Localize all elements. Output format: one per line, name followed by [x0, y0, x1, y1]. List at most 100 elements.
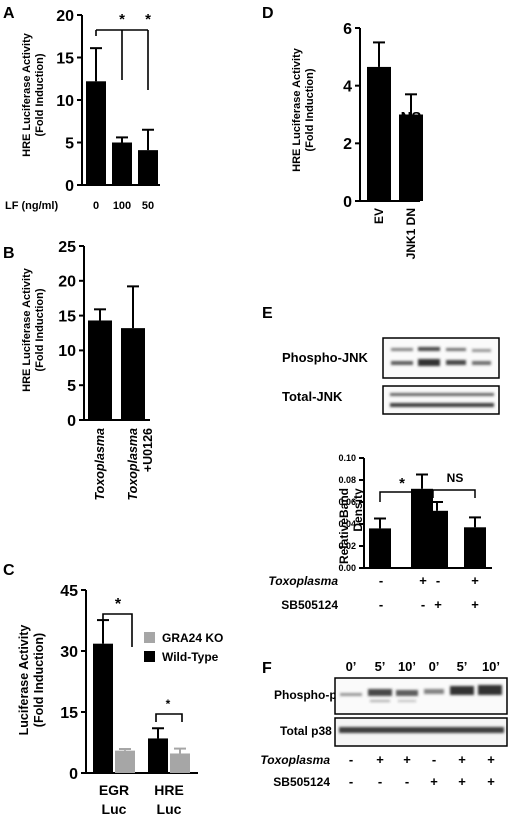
blot-bands-f — [339, 685, 504, 733]
panel-b-y-tick-label: 15 — [58, 308, 76, 325]
panel-a-y-tick-label: 0 — [65, 178, 74, 195]
blot-bands-e — [390, 347, 494, 407]
panel-b-y-tick-label: 25 — [58, 239, 76, 256]
panel-a-x-tick-label: 50 — [142, 200, 154, 212]
panel-a-xlabel: LF (ng/ml) — [5, 200, 58, 212]
panel-e-sig-ns: NS — [447, 471, 464, 485]
panel-a-y-tick-label: 20 — [56, 8, 74, 25]
blot-phospho-p38 — [334, 677, 508, 715]
panel-d-ylabel-2: (Fold Induction) — [304, 68, 316, 151]
panel-c-x-tick-label: Luc — [102, 801, 127, 817]
panel-e-y-tick-label: 0.06 — [338, 497, 356, 507]
panel-f-condition-mark: + — [376, 752, 384, 767]
panel-e-condition-marks: - + - +- - + + — [379, 573, 479, 612]
panel-a-sig-2: * — [145, 11, 151, 28]
legend-swatch-wild-type — [144, 651, 155, 662]
panel-a: A 0 5 10 15 20 0 100 50 HRE Luciferase Activity… — [3, 5, 160, 212]
panel-d-y-tick-label: 0 — [343, 194, 352, 211]
panel-b-ylabel-2: (Fold Induction) — [34, 288, 46, 371]
panel-e-y-tick-label: 0.00 — [338, 563, 356, 573]
panel-f-condition-mark: + — [403, 752, 411, 767]
panel-d-y-tick-label: 4 — [343, 78, 352, 95]
panel-d-x-tick-label: EV — [372, 208, 386, 224]
panel-f: F 0’ 5’ 10’ 0’ 5’ 10’ Phospho-p38 Total p38 T… — [260, 659, 508, 789]
panel-label-d: D — [262, 5, 274, 22]
panel-b-x-tick-label: Toxoplasma — [93, 428, 107, 501]
panel-e-sig-brackets — [379, 489, 476, 502]
panel-e-cond-label-1: Toxoplasma — [268, 574, 338, 588]
panel-e-ylabel-1: Relative — [337, 518, 351, 564]
panel-a-y-tick-label: 10 — [56, 93, 74, 110]
panel-c-x-tick-label: EGR — [99, 782, 129, 798]
panel-f-time-label: 10’ — [482, 659, 500, 674]
panel-label-c: C — [3, 562, 15, 579]
panel-a-bar — [86, 81, 106, 185]
panel-e-sig-1: * — [399, 475, 405, 492]
panel-f-cond-label-2: SB505124 — [273, 775, 330, 789]
panel-d-bar — [367, 66, 391, 201]
panel-c-chart: 0 15 30 45 EGR Luc HRE Luc — [60, 583, 198, 817]
blot-label-phospho-jnk: Phospho-JNK — [282, 350, 369, 365]
panel-c: C 0 15 30 45 EGR Luc HRE Luc Luciferase Activit… — [3, 562, 223, 817]
panel-d: D 0 2 4 6 EV JNK1 DN NS HRE Luciferase Activit… — [262, 5, 423, 259]
panel-d-sig: NS — [401, 109, 422, 126]
panel-e: E Phospho-JNK Total-JNK 0.00 0.02 0.04 0.06… — [262, 305, 500, 612]
panel-c-y-tick-label: 0 — [69, 766, 78, 783]
panel-f-cond-label-1: Toxoplasma — [260, 753, 330, 767]
panel-f-condition-mark: + — [458, 752, 466, 767]
panel-c-bar — [170, 753, 190, 773]
panel-e-y-tick-label: 0.08 — [338, 475, 356, 485]
panel-e-y-tick-label: 0.04 — [338, 519, 356, 529]
panel-f-condition-mark: - — [349, 774, 353, 789]
panel-c-sig-brackets — [102, 613, 183, 722]
panel-c-ylabel-2: (Fold Induction) — [32, 633, 46, 727]
panel-a-chart: 0 5 10 15 20 0 100 50 — [56, 8, 160, 212]
panel-f-time-label: 10’ — [398, 659, 416, 674]
panel-f-condition-mark: - — [349, 752, 353, 767]
blot-total-jnk — [382, 385, 500, 415]
panel-f-condition-mark: + — [487, 752, 495, 767]
panel-e-condition-mark: + — [419, 573, 427, 588]
panel-b-ylabel-1: HRE Luciferase Activity — [21, 267, 33, 392]
panel-c-y-tick-label: 45 — [60, 583, 78, 600]
panel-c-bar — [148, 738, 168, 773]
panel-a-sig-1: * — [119, 11, 125, 28]
panel-a-ylabel-2: (Fold Induction) — [34, 53, 46, 136]
blot-label-total-jnk: Total-JNK — [282, 389, 343, 404]
panel-b-x-tick-label: Toxoplasma — [126, 428, 140, 501]
panel-b-y-tick-label: 10 — [58, 343, 76, 360]
panel-d-chart: 0 2 4 6 EV JNK1 DN NS — [343, 21, 423, 259]
panel-e-condition-mark: - — [379, 597, 383, 612]
panel-c-y-tick-label: 15 — [60, 705, 78, 722]
panel-f-time-labels: 0’ 5’ 10’ 0’ 5’ 10’ — [346, 659, 500, 674]
panel-a-ylabel-1: HRE Luciferase Activity — [21, 32, 33, 157]
blot-label-total-p38: Total p38 — [280, 724, 332, 738]
panel-a-bar — [112, 142, 132, 185]
panel-e-condition-mark: - — [379, 573, 383, 588]
panel-b-y-tick-label: 5 — [67, 378, 76, 395]
panel-e-chart: 0.00 0.02 0.04 0.06 0.08 0.10 — [338, 453, 492, 573]
blot-label-phospho-p38: Phospho-p38 — [274, 688, 350, 702]
panel-f-condition-mark: - — [378, 774, 382, 789]
panel-b-x-tick-label: +U0126 — [141, 428, 155, 472]
panel-f-time-label: 5’ — [375, 659, 386, 674]
legend-label-wild-type: Wild-Type — [162, 650, 219, 664]
panel-e-y-tick-label: 0.10 — [338, 453, 356, 463]
panel-label-f: F — [262, 660, 272, 677]
panel-e-y-tick-label: 0.02 — [338, 541, 356, 551]
panel-a-y-tick-label: 5 — [65, 135, 74, 152]
panel-d-x-tick-label: JNK1 DN — [404, 208, 418, 259]
panel-e-condition-mark: + — [471, 597, 479, 612]
blot-phospho-jnk — [382, 337, 500, 379]
panel-d-ylabel-1: HRE Luciferase Activity — [291, 47, 303, 172]
panel-b-bar — [121, 328, 145, 420]
panel-c-sig-ns: * — [166, 697, 171, 711]
panel-f-condition-mark: + — [458, 774, 466, 789]
panel-e-bar — [426, 510, 448, 568]
panel-a-bar — [138, 150, 158, 185]
panel-label-e: E — [262, 305, 273, 322]
panel-b-y-tick-label: 0 — [67, 413, 76, 430]
